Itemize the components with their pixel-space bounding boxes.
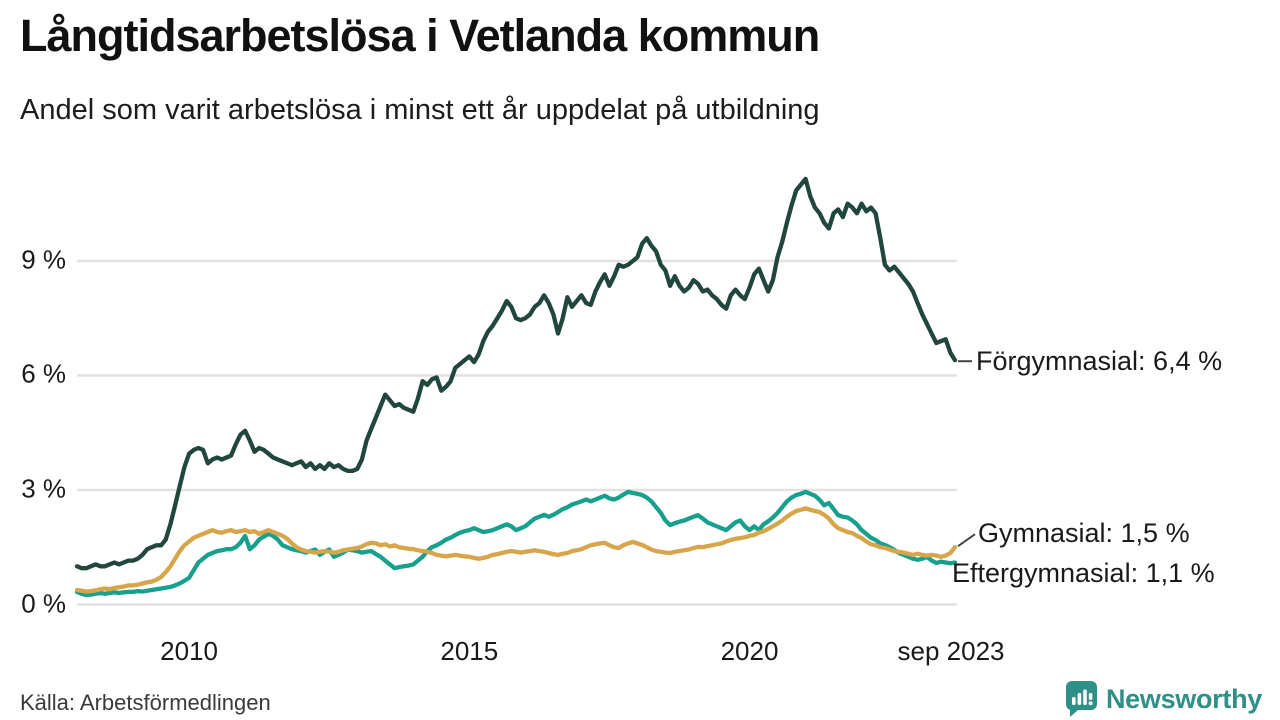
chart-subtitle: Andel som varit arbetslösa i minst ett å… [20,94,820,126]
y-tick-6: 6 % [21,358,66,389]
newsworthy-logo: Newsworthy [1064,680,1262,718]
x-tick-2020: 2020 [720,636,779,666]
series-label-gymnasial: Gymnasial: 1,5 % [978,518,1190,549]
x-tick-sep-2023: sep 2023 [897,636,1005,666]
newsworthy-logo-icon [1065,681,1097,717]
x-tick-2015: 2015 [440,636,499,666]
x-tick-2010: 2010 [160,636,218,666]
connector-gymnasial [957,533,976,548]
series-label-eftergymnasial: Eftergymnasial: 1,1 % [952,557,1215,588]
line-eftergymnasial [74,489,958,598]
line-gymnasial [74,506,958,594]
y-tick-9: 9 % [21,244,66,275]
series-label-forgymnasial: Förgymnasial: 6,4 % [976,346,1223,377]
y-tick-3: 3 % [21,473,66,504]
line-forgymnasial [74,176,958,571]
newsworthy-wordmark: Newsworthy [1105,683,1262,714]
source-note: Källa: Arbetsförmedlingen [20,690,271,715]
y-tick-0: 0 % [21,587,66,618]
page-title: Långtidsarbetslösa i Vetlanda kommun [20,10,820,61]
